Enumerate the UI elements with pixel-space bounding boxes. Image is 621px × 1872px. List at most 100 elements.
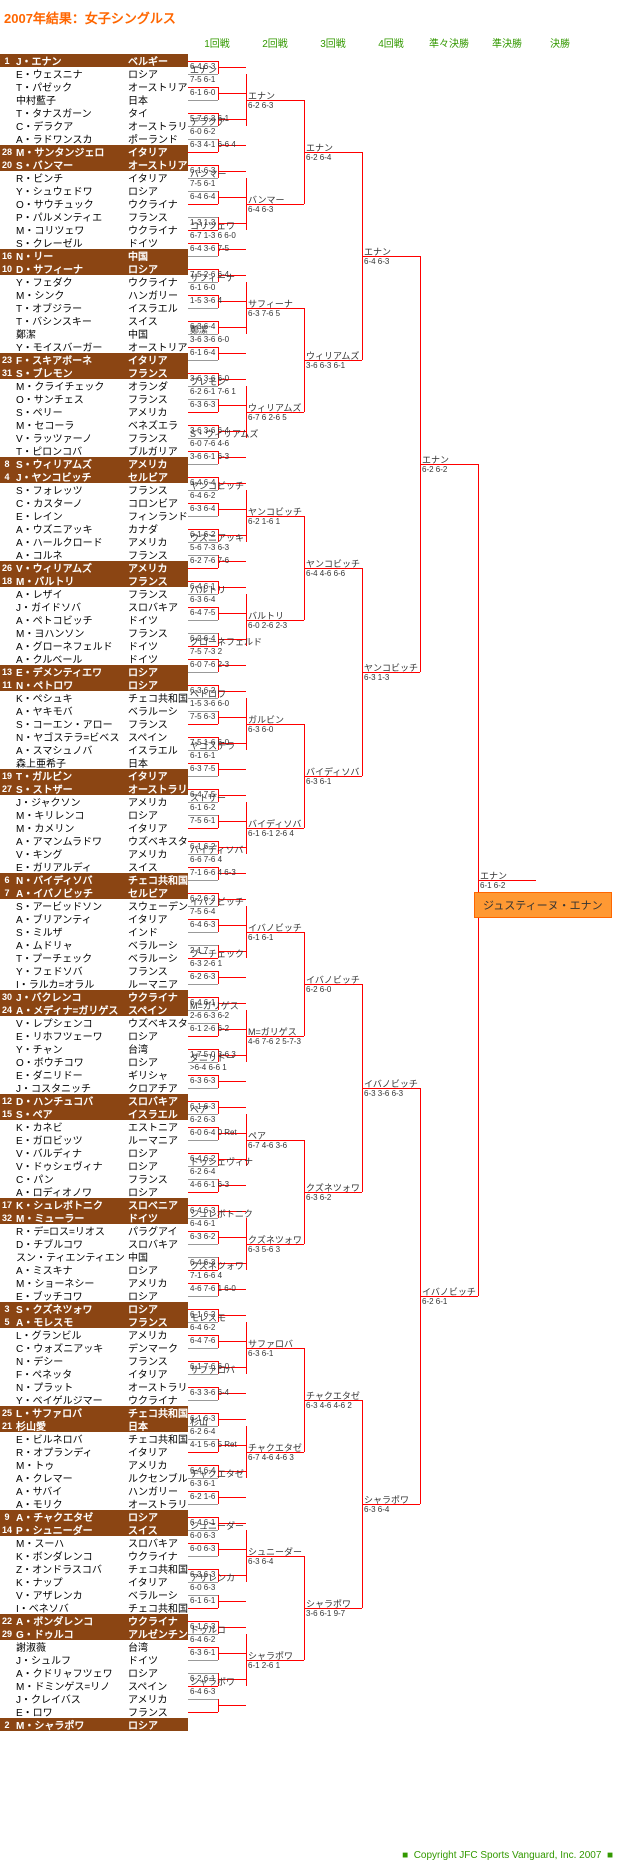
match-score: 6-3 1-3 (364, 673, 389, 682)
match-score: 6-2 6-2 (422, 465, 447, 474)
match-score: 6-2 6-4 (306, 153, 331, 162)
seed-num: 5 (0, 1317, 14, 1327)
match-score: 6-3 6-4 (248, 1557, 273, 1566)
match-score: 7-5 6-1 (190, 816, 215, 825)
match-score: 6-4 6-3 (364, 257, 389, 266)
match-score: 6-0 6-4 0 Ret (190, 1128, 237, 1137)
match-score: 6-3 6-4 (364, 1505, 389, 1514)
match-score: 4-6 7-6 1 6-0 (190, 1284, 236, 1293)
match-score: 6-3 6-1 (190, 1648, 215, 1657)
match-score: 6-2 6-1 7-6 1 (190, 387, 236, 396)
seed-num: 15 (0, 1109, 14, 1119)
match-score: 6-2 6-4 (190, 1427, 215, 1436)
match-score: 6-2 6-3 (190, 1115, 215, 1124)
match-score: 6-2 6-3 (248, 101, 273, 110)
match-score: 6-2 7-6 7-6 (190, 556, 229, 565)
match-score: 6-4 4-6 6-6 (306, 569, 345, 578)
match-score: 6-1 2-6 6-2 (190, 1024, 229, 1033)
match-score: 6-1 2-6 1 (248, 1661, 280, 1670)
match-score: 7-5 6-3 (190, 712, 215, 721)
tournament-winner: ジュスティーヌ・エナン (474, 892, 612, 918)
match-score: 3-6 6-3 6-1 (306, 361, 345, 370)
seed-num: 17 (0, 1200, 14, 1210)
seed-num: 24 (0, 1005, 14, 1015)
seed-num: 22 (0, 1616, 14, 1626)
match-score: 6-1 6-0 (190, 283, 215, 292)
advancing-player: サファロバ (190, 1363, 235, 1376)
seed-num: 3 (0, 1304, 14, 1314)
round-header: 準々決勝 (420, 35, 478, 50)
round-header: 1回戦 (188, 35, 246, 50)
round-header: 決勝 (536, 35, 584, 50)
match-score: 6-0 6-3 (190, 1583, 215, 1592)
match-score: 6-7 6 2-6 5 (248, 413, 287, 422)
match-score: 6-7 4-6 3-6 (248, 1141, 287, 1150)
match-score: 6-3 6-3 (190, 1076, 215, 1085)
match-score: 1-5 3-6 4 (190, 296, 222, 305)
match-score: 6-3 3-6 6-4 (190, 1388, 229, 1397)
match-score: 5-6 7-3 6-3 (190, 543, 229, 552)
match-score: 7-1 6-6 4 (190, 1271, 222, 1280)
match-score: 7-5 6-4 (190, 907, 215, 916)
match-score: 6-3 3-6 6-3 (364, 1089, 403, 1098)
seed-num: 11 (0, 680, 14, 690)
round-header: 4回戦 (362, 35, 420, 50)
match-score: 6-3 6-0 (248, 725, 273, 734)
seed-num: 26 (0, 563, 14, 573)
match-score: 6-3 7-5 (190, 764, 215, 773)
match-score: 4-1 5-6 5 Ret (190, 1440, 237, 1449)
match-score: 4-6 6-1 6-3 (190, 1180, 229, 1189)
match-score: 6-2 6-4 (190, 1167, 215, 1176)
round-header: 準決勝 (478, 35, 536, 50)
match-score: 6-4 6-2 (190, 491, 215, 500)
match-score: 6-6 7-6 4 (190, 855, 222, 864)
seed-num: 30 (0, 992, 14, 1002)
seed-num: 27 (0, 784, 14, 794)
match-score: 6-4 6-2 (190, 1323, 215, 1332)
match-score: 6-0 2-6 2-3 (248, 621, 287, 630)
round-header: 2回戦 (246, 35, 304, 50)
match-score: 6-1 6-1 (190, 751, 215, 760)
seed-num: 10 (0, 264, 14, 274)
player-row: 2M・シャラポワロシア (0, 1718, 188, 1731)
match-score: 6-2 6-3 (190, 972, 215, 981)
match-score: 6-7 1-3 6 6-0 (190, 231, 236, 240)
match-score: 6-3 6-4 (190, 595, 215, 604)
match-score: 6-3 6-2 (306, 1193, 331, 1202)
seed-num: 29 (0, 1629, 14, 1639)
seed-num: 12 (0, 1096, 14, 1106)
match-score: 6-3 6-1 (248, 1349, 273, 1358)
match-score: 6-1 6-4 (190, 348, 215, 357)
round-headers: 1回戦2回戦3回戦4回戦準々決勝準決勝決勝 (0, 35, 621, 50)
match-score: 6-0 7-6 4-6 (190, 439, 229, 448)
match-score: 6-4 7-5 (190, 608, 215, 617)
match-score: 6-4 3-6 7-5 (190, 244, 229, 253)
seed-num: 1 (0, 56, 14, 66)
seed-num: 8 (0, 459, 14, 469)
seed-num: 31 (0, 368, 14, 378)
match-score: 6-3 6-4 (190, 504, 215, 513)
match-score: 7-5 6-1 (190, 179, 215, 188)
match-score: 3-6 3-6 6-0 (190, 335, 229, 344)
seed-num: 19 (0, 771, 14, 781)
match-score: 1-5 3-6 6-0 (190, 699, 229, 708)
match-score: >6-4 6-6 1 (190, 1063, 227, 1072)
seed-num: 4 (0, 472, 14, 482)
seed-num: 21 (0, 1421, 14, 1431)
seed-num: 23 (0, 355, 14, 365)
match-score: 6-3 7-6 5 (248, 309, 280, 318)
match-score: 6-4 6-3 (190, 920, 215, 929)
match-score: 6-1 6-2 (190, 803, 215, 812)
bracket-diagram: 1J・エナンベルギーE・ウェスニナロシアT・パゼックオーストリア中村藍子日本T・… (0, 54, 621, 1844)
match-score: 7-5 7-3 2 (190, 647, 222, 656)
match-score: 6-0 6-3 (190, 1531, 215, 1540)
match-score: 6-4 6-3 (248, 205, 273, 214)
page-title: 2007年結果：女子シングルス (0, 0, 621, 35)
match-score: 6-3 6-2 (190, 1232, 215, 1241)
match-score: 6-2 1-6 1 (248, 517, 280, 526)
seed-num: 14 (0, 1525, 14, 1535)
seed-num: 32 (0, 1213, 14, 1223)
match-score: 6-3 2-6 1 (190, 959, 222, 968)
match-score: 6-2 6-0 (306, 985, 331, 994)
footer: ■ Copyright JFC Sports Vanguard, Inc. 20… (0, 1844, 621, 1867)
